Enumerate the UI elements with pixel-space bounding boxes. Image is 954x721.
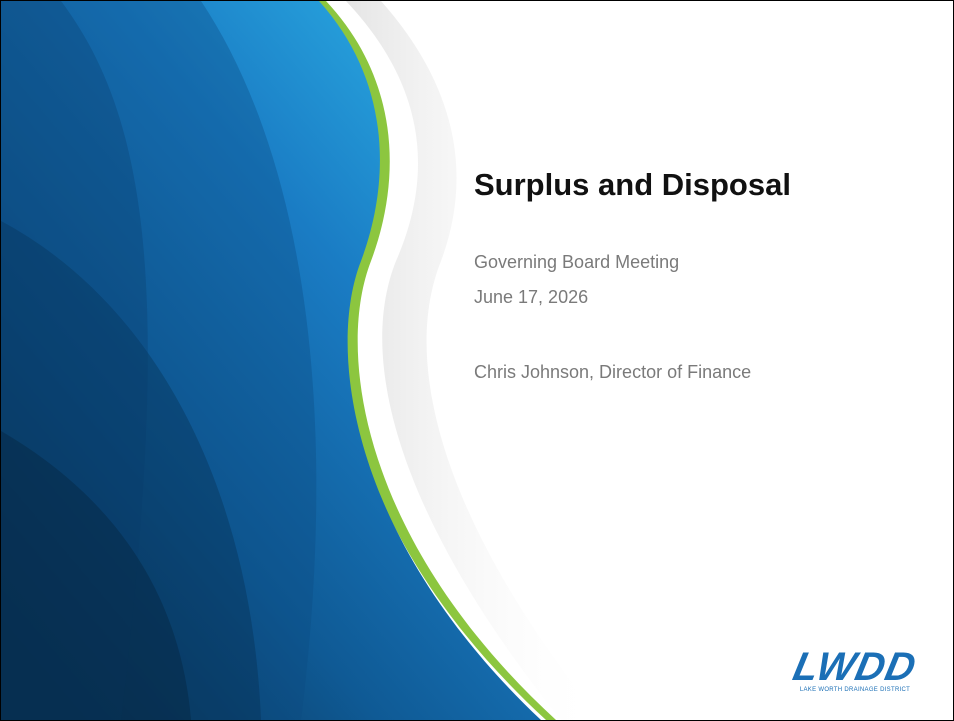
slide-title: Surplus and Disposal	[474, 167, 791, 202]
logo-text: LWDD	[789, 645, 921, 689]
logo-caption: LAKE WORTH DRAINAGE DISTRICT	[799, 687, 911, 693]
subtitle: June 17, 2026	[474, 287, 589, 307]
subtitle: Governing Board Meeting	[474, 252, 680, 272]
logo: LWDD LAKE WORTH DRAINAGE DISTRICT	[779, 645, 931, 693]
subtitle: Chris Johnson, Director of Finance	[474, 362, 752, 382]
